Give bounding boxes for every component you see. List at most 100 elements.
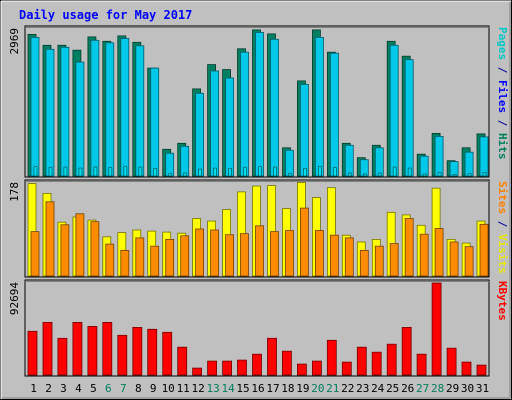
bar-kbytes-day-23 xyxy=(356,346,367,376)
bar-kbytes-day-13 xyxy=(207,360,218,376)
bar-sites-day-24 xyxy=(374,245,384,277)
bar-kbytes-day-17 xyxy=(267,337,277,376)
bar-files-day-18 xyxy=(285,149,294,177)
bar-pages-day-1 xyxy=(33,166,38,177)
bar-kbytes-day-2 xyxy=(42,321,53,376)
bar-kbytes-day-18 xyxy=(281,350,292,376)
bar-kbytes-day-5 xyxy=(87,325,98,376)
bar-pages-day-7 xyxy=(123,166,128,177)
bar-kbytes-day-20 xyxy=(311,360,322,376)
bar-kbytes-day-8 xyxy=(132,326,143,376)
bar-files-day-1 xyxy=(30,37,40,177)
bar-kbytes-day-15 xyxy=(237,359,247,376)
bar-sites-day-5 xyxy=(90,221,100,277)
bar-sites-day-1 xyxy=(30,231,40,277)
bar-sites-day-23 xyxy=(359,249,369,277)
bar-files-day-14 xyxy=(225,77,235,177)
bar-kbytes-day-11 xyxy=(177,346,188,376)
x-tick-label-20: 20 xyxy=(311,382,324,395)
bar-sites-day-18 xyxy=(285,230,294,277)
bar-kbytes-day-7 xyxy=(117,334,128,376)
bar-sites-day-16 xyxy=(255,225,264,277)
chart-panels: 2969 Pages / Files / Hits 178 Sites / Visit… xyxy=(8,25,509,377)
bar-pages-day-2 xyxy=(48,167,53,177)
bar-kbytes-day-1 xyxy=(27,330,38,376)
bar-sites-day-19 xyxy=(299,207,309,277)
panel-kbytes-max-label: 92694 xyxy=(8,282,21,315)
bar-sites-day-25 xyxy=(389,243,399,277)
bar-kbytes-day-28 xyxy=(431,282,442,376)
x-tick-label-30: 30 xyxy=(461,382,474,395)
bar-kbytes-day-16 xyxy=(252,353,262,376)
series-files xyxy=(30,32,489,177)
bar-pages-day-11 xyxy=(183,172,188,177)
bar-pages-day-14 xyxy=(228,168,233,177)
bar-sites-day-3 xyxy=(60,224,70,277)
bar-sites-day-21 xyxy=(329,234,339,277)
bar-pages-day-12 xyxy=(198,168,203,177)
bar-kbytes-day-30 xyxy=(461,361,472,376)
x-tick-label-19: 19 xyxy=(296,382,309,395)
bar-kbytes-day-6 xyxy=(102,321,113,376)
bar-sites-day-9 xyxy=(150,245,160,277)
bar-sites-day-17 xyxy=(270,231,279,277)
x-tick-label-5: 5 xyxy=(90,382,97,395)
x-tick-label-15: 15 xyxy=(236,382,249,395)
x-tick-label-27: 27 xyxy=(416,382,429,395)
x-tick-label-11: 11 xyxy=(177,382,190,395)
x-tick-label-18: 18 xyxy=(281,382,294,395)
bar-kbytes-day-27 xyxy=(416,353,427,376)
x-tick-label-22: 22 xyxy=(341,382,354,395)
panel-visits-axis-label: Sites / Visits xyxy=(496,181,509,274)
axis-label-part: Files xyxy=(496,80,509,113)
bar-sites-day-30 xyxy=(464,246,474,277)
bar-kbytes-day-19 xyxy=(296,363,307,376)
bar-files-day-17 xyxy=(270,38,279,177)
bar-pages-day-6 xyxy=(108,167,113,177)
bar-files-day-9 xyxy=(150,67,160,177)
bar-files-day-16 xyxy=(255,32,264,177)
panel-hits-axis-label: Pages / Files / Hits xyxy=(496,27,509,160)
bar-files-day-15 xyxy=(240,51,249,177)
x-tick-label-7: 7 xyxy=(120,382,127,395)
bar-files-day-25 xyxy=(389,44,399,177)
bar-sites-day-11 xyxy=(180,235,190,277)
bar-pages-day-10 xyxy=(168,173,173,177)
x-tick-label-24: 24 xyxy=(371,382,385,395)
bar-files-day-31 xyxy=(479,136,489,177)
bar-kbytes-day-3 xyxy=(57,337,68,376)
bar-sites-day-10 xyxy=(165,238,175,277)
x-tick-label-25: 25 xyxy=(386,382,399,395)
bar-files-day-24 xyxy=(374,147,384,177)
bar-files-day-3 xyxy=(60,46,70,177)
bar-files-day-13 xyxy=(210,70,220,177)
x-tick-label-10: 10 xyxy=(162,382,175,395)
bar-pages-day-26 xyxy=(407,167,412,177)
panel-visits: 178 Sites / Visits xyxy=(8,179,509,278)
bar-files-day-20 xyxy=(314,37,324,177)
bar-pages-day-9 xyxy=(153,168,158,177)
x-tick-label-17: 17 xyxy=(266,382,279,395)
bar-pages-day-28 xyxy=(437,172,442,177)
bar-files-day-7 xyxy=(120,38,130,177)
x-tick-label-29: 29 xyxy=(446,382,459,395)
panel-hits-max-label: 2969 xyxy=(8,28,21,55)
chart-title: Daily usage for May 2017 xyxy=(19,8,192,22)
bar-files-day-5 xyxy=(90,39,100,177)
x-tick-label-9: 9 xyxy=(150,382,157,395)
x-tick-label-12: 12 xyxy=(191,382,204,395)
bar-pages-day-24 xyxy=(377,172,382,177)
bar-sites-day-2 xyxy=(45,201,55,277)
bar-pages-day-5 xyxy=(93,166,98,177)
bar-sites-day-14 xyxy=(225,234,235,277)
bar-kbytes-day-31 xyxy=(476,364,487,376)
bar-pages-day-16 xyxy=(258,166,262,177)
x-tick-label-23: 23 xyxy=(356,382,369,395)
bar-sites-day-6 xyxy=(105,243,115,277)
axis-label-part: KBytes xyxy=(496,281,509,321)
bar-sites-day-20 xyxy=(314,230,324,277)
bar-pages-day-31 xyxy=(482,172,487,177)
panel-visits-max-label: 178 xyxy=(8,182,21,202)
bar-pages-day-25 xyxy=(392,166,397,177)
axis-label-part: Visits xyxy=(496,234,509,274)
